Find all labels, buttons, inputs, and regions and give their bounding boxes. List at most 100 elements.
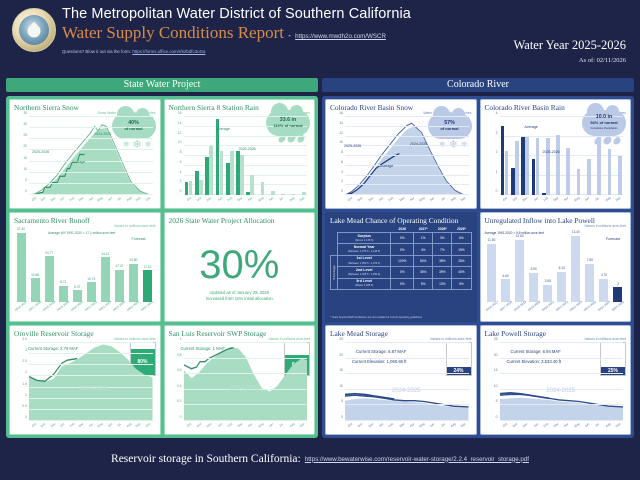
cell-value: 0% bbox=[390, 231, 415, 245]
x-axis-tick: Nov bbox=[357, 195, 364, 203]
y-axis-tick: 0 bbox=[179, 189, 182, 193]
bar-value-label: 17.10 bbox=[143, 264, 152, 269]
x-axis-tick: Jun bbox=[583, 421, 591, 429]
san-luis-current-storage: Current Storage: 1 MAF bbox=[180, 346, 225, 351]
shortage-label: Shortage bbox=[332, 265, 336, 280]
y-axis-tick: 14 bbox=[339, 120, 343, 125]
gridline bbox=[183, 357, 307, 359]
bar bbox=[525, 137, 529, 195]
x-axis-tick: Dec bbox=[49, 195, 57, 203]
gridline bbox=[29, 375, 153, 377]
card-subtitle: Values in millions acre-feet bbox=[584, 337, 626, 341]
bar bbox=[514, 141, 519, 195]
plot-area bbox=[499, 116, 623, 195]
y-axis-tick: 20 bbox=[339, 352, 343, 357]
x-axis-tick: Mar bbox=[552, 195, 560, 203]
x-axis-tick: Sep bbox=[459, 421, 467, 429]
gridline bbox=[499, 373, 623, 375]
rain-badge-cloud: 10.0 in 94% of normal Cumulative Precipi… bbox=[582, 103, 626, 136]
y-axis-tick: 4 bbox=[179, 169, 182, 174]
dashboard-board: State Water Project Northern Sierra Snow… bbox=[6, 78, 634, 438]
card-swp-allocation[interactable]: 2026 State Water Project Allocation 30% … bbox=[163, 212, 315, 322]
gridline bbox=[29, 149, 153, 151]
questions-form-link[interactable]: https://forms.office.com/r/52bdfc3uGa bbox=[132, 49, 206, 54]
bar bbox=[128, 263, 138, 302]
card-northern-sierra-snow[interactable]: Northern Sierra Snow Snow Water Content … bbox=[9, 99, 161, 209]
title-dash: - bbox=[288, 31, 291, 40]
cr-row-1: Colorado River Basin Snow Water Content … bbox=[325, 99, 631, 209]
card-lake-powell-storage[interactable]: Lake Powell Storage Values in millions a… bbox=[479, 325, 631, 435]
y-axis-tick: 3.5 bbox=[22, 337, 27, 341]
x-axis-tick: Oct bbox=[30, 195, 37, 203]
x-axis: Oct Nov Dec Jan Feb Mar Apr May Jun Jul Aug Sep Oct bbox=[29, 196, 153, 205]
gridline bbox=[345, 145, 469, 147]
chart-oroville-storage: 0 0.5 1 1.5 2 2.5 3 3.5 Oct Nov Dec Jan Feb Mar Apr Ma… bbox=[14, 337, 156, 431]
y-axis-tick: 0 bbox=[25, 189, 27, 193]
gridline bbox=[345, 125, 469, 127]
allocation-body: 30% Updated as of January 29, 2026 Incre… bbox=[165, 227, 315, 319]
x-axis-tick: Jul bbox=[594, 196, 601, 202]
report-url-link[interactable]: https://www.mwdh2o.com/WSCR bbox=[295, 33, 386, 40]
plot-area bbox=[183, 342, 307, 421]
bar bbox=[599, 278, 609, 302]
x-axis-tick: Jul bbox=[278, 196, 285, 202]
x-axis-tick: Jan bbox=[532, 195, 539, 203]
snowflake-icon-group: ❄ ❄ ❄ bbox=[439, 138, 468, 151]
lake-powell-storage-gauge: 25% bbox=[600, 342, 626, 376]
chart-lake-powell-storage: 0 5 10 15 20 25 Oct Nov Dec Jan Feb Mar Apr May Jun Ju… bbox=[485, 337, 627, 431]
card-unregulated-inflow-powell[interactable]: Unregulated Inflow into Lake Powell Valu… bbox=[479, 212, 631, 322]
plot-area bbox=[345, 116, 469, 195]
x-axis-tick: Dec bbox=[521, 421, 529, 429]
bar bbox=[301, 191, 306, 195]
x-axis-tick: Oct bbox=[501, 421, 508, 429]
y-axis-tick: 5 bbox=[25, 177, 27, 182]
cell-value: 0% bbox=[390, 277, 415, 291]
y-axis-tick: 12 bbox=[177, 130, 182, 135]
bar bbox=[142, 270, 152, 302]
bar bbox=[521, 136, 526, 195]
oroville-current-storage: Current Storage: 2.79 MAF bbox=[28, 346, 79, 351]
bar bbox=[487, 243, 496, 302]
bar-value-label: 6.37 bbox=[74, 284, 81, 289]
x-axis-tick: Sep bbox=[614, 195, 622, 203]
x-axis-tick: Nov bbox=[195, 421, 203, 429]
x-axis-tick: Feb bbox=[387, 195, 395, 203]
table-row: Normal Year (Between 1,075 ft - 1,145 ft… bbox=[331, 243, 472, 256]
snow-badge-label: of normal bbox=[440, 126, 459, 131]
gridline bbox=[29, 127, 153, 129]
card-sacramento-river-runoff[interactable]: Sacramento River Runoff Values in millio… bbox=[9, 212, 161, 322]
organization-title: The Metropolitan Water District of South… bbox=[62, 6, 411, 22]
x-axis-tick: Oct bbox=[185, 421, 192, 429]
gridline bbox=[499, 357, 623, 359]
bar-value-label: 7.80 bbox=[586, 258, 593, 263]
card-colorado-basin-snow[interactable]: Colorado River Basin Snow Water Content … bbox=[325, 99, 477, 209]
row-label: 2nd Level bbox=[355, 267, 373, 272]
snow-badge-value: 57% bbox=[444, 119, 455, 126]
x-axis-tick: Aug bbox=[125, 195, 133, 203]
card-lake-mead-storage[interactable]: Lake Mead Storage Values in millions acr… bbox=[325, 325, 477, 435]
x-axis-tick: Jan bbox=[216, 195, 223, 203]
x-axis-tick: May bbox=[96, 195, 104, 203]
cr-row-2: Lake Mead Chance of Operating Condition … bbox=[325, 212, 631, 322]
rain-badge-value: 10.0 in bbox=[595, 113, 613, 120]
x-axis-tick: May bbox=[418, 421, 426, 429]
gridline bbox=[345, 174, 469, 176]
bar bbox=[209, 146, 213, 195]
y-axis-tick: 25 bbox=[23, 133, 27, 138]
card-oroville-reservoir-storage[interactable]: Oroville Reservoir Storage Values in mil… bbox=[9, 325, 161, 435]
swp-row-2: Sacramento River Runoff Values in millio… bbox=[9, 212, 315, 322]
x-axis-tick: Feb bbox=[226, 421, 234, 429]
gridline bbox=[29, 194, 153, 195]
y-axis-tick: 2 bbox=[495, 150, 498, 154]
card-san-luis-reservoir-storage[interactable]: San Luis Reservoir SWP Storage Values in… bbox=[163, 325, 315, 435]
bar bbox=[291, 193, 296, 195]
oroville-area-svg bbox=[29, 344, 153, 421]
card-lake-mead-operating-condition[interactable]: Lake Mead Chance of Operating Condition … bbox=[325, 212, 477, 322]
x-axis-tick: May bbox=[257, 421, 265, 429]
y-axis-tick: 0.2 bbox=[176, 399, 182, 404]
card-colorado-basin-rain[interactable]: Colorado River Basin Rain Values in inch… bbox=[479, 99, 631, 209]
x-axis-tick: Sep bbox=[134, 421, 142, 429]
footer-url-link[interactable]: https://www.bewaterwise.com/reservoir-wa… bbox=[304, 455, 529, 463]
card-northern-sierra-rain[interactable]: Northern Sierra 8 Station Rain Values in… bbox=[163, 99, 315, 209]
cell-value: 0% bbox=[390, 266, 415, 279]
